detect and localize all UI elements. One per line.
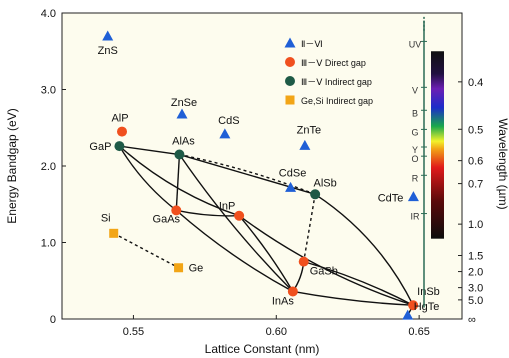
legend: Ⅱ－Ⅵ Ⅲ－Ⅴ Direct gap Ⅲ－Ⅴ Indirect gap Ge,Si I… bbox=[284, 37, 373, 106]
y-tick-label: 3.0 bbox=[41, 85, 56, 97]
label-si: Si bbox=[101, 212, 111, 224]
wavelength-tick-label: 3.0 bbox=[468, 283, 483, 295]
point-zns bbox=[102, 30, 114, 41]
point-cdse bbox=[285, 181, 297, 192]
legend-marker-1 bbox=[285, 57, 295, 67]
alloy-line-gaas-inp bbox=[176, 209, 240, 217]
y-axis-label: Energy Bandgap (eV) bbox=[5, 108, 19, 223]
point-hgte bbox=[402, 309, 414, 320]
spectrum-label: V bbox=[412, 85, 418, 95]
label-znse: ZnSe bbox=[171, 97, 197, 109]
spectrum-label: UV bbox=[409, 39, 422, 49]
wavelength-tick-label: ∞ bbox=[468, 314, 476, 326]
y-tick-label: 0 bbox=[50, 314, 56, 326]
y-tick-label: 2.0 bbox=[41, 161, 56, 173]
label-ge: Ge bbox=[189, 263, 204, 275]
alloy-line-inp-inas bbox=[238, 215, 294, 292]
point-inp bbox=[234, 210, 245, 221]
point-cds bbox=[219, 128, 231, 139]
label-cds: CdS bbox=[218, 115, 239, 127]
alloy-line-gasb-insb bbox=[303, 260, 414, 306]
label-gap: GaP bbox=[89, 141, 111, 153]
alloy-line-alas-alsb bbox=[179, 153, 316, 195]
point-insb bbox=[408, 300, 419, 311]
alloy-line-gap-gaas bbox=[118, 145, 177, 211]
label-inas: InAs bbox=[272, 295, 295, 307]
alloy-line-inas-insb bbox=[292, 290, 414, 306]
label-alp: AlP bbox=[111, 113, 128, 125]
legend-label: Ⅲ－Ⅴ Indirect gap bbox=[301, 77, 372, 87]
spectrum-gradient bbox=[431, 51, 444, 239]
wavelength-tick-label: 1.0 bbox=[468, 219, 483, 231]
legend-label: Ⅱ－Ⅵ bbox=[301, 39, 323, 49]
data-points bbox=[102, 30, 419, 320]
legend-marker-0 bbox=[284, 37, 296, 48]
y-tick-label: 4.0 bbox=[41, 8, 56, 20]
axes: 0.55 0.60 0.65 0 1.0 2.0 3.0 4.0 0.4 0.5 0.6 0.7 1.0… bbox=[41, 8, 484, 338]
point-inas bbox=[287, 286, 298, 297]
alloy-line-alsb-insb bbox=[314, 193, 414, 306]
x-tick-label: 0.60 bbox=[266, 326, 287, 338]
spectrum-label: G bbox=[411, 127, 418, 137]
label-hgte: HgTe bbox=[414, 301, 440, 313]
point-alp bbox=[117, 126, 127, 137]
point-labels: ZnS ZnSe CdS ZnTe CdSe CdTe HgTe AlP GaAs InP GaSb… bbox=[89, 45, 439, 313]
y-tick-label: 1.0 bbox=[41, 238, 56, 250]
spectrum-label: R bbox=[412, 173, 419, 183]
wavelength-tick-label: 0.7 bbox=[468, 179, 483, 191]
alloy-line-gap-alas bbox=[119, 145, 180, 156]
point-cdte bbox=[407, 191, 419, 202]
alloy-line-alas-inas bbox=[178, 154, 294, 292]
spectrum-label: Y bbox=[412, 145, 418, 155]
point-alsb bbox=[310, 189, 321, 200]
x-axis-label: Lattice Constant (nm) bbox=[205, 342, 320, 356]
legend-marker-2 bbox=[285, 76, 295, 86]
alloy-dashed-alsb-gasb bbox=[303, 194, 316, 262]
point-znte bbox=[299, 139, 311, 150]
wavelength-tick-label: 0.5 bbox=[468, 124, 483, 136]
point-znse bbox=[176, 108, 188, 119]
label-cdse: CdSe bbox=[279, 167, 307, 179]
plot-background bbox=[61, 12, 463, 320]
x-tick-label: 0.55 bbox=[123, 326, 144, 338]
wavelength-tick-label: 1.5 bbox=[468, 251, 483, 263]
spectrum-label: O bbox=[411, 154, 418, 164]
wavelength-tick-label: 5.0 bbox=[468, 295, 483, 307]
wavelength-tick-label: 0.6 bbox=[468, 156, 483, 168]
label-alsb: AlSb bbox=[314, 177, 337, 189]
spectrum-label: IR bbox=[411, 212, 421, 222]
point-gasb bbox=[298, 256, 309, 267]
label-gasb: GaSb bbox=[310, 266, 338, 278]
point-ge bbox=[174, 263, 184, 273]
wavelength-tick-label: 0.4 bbox=[468, 77, 483, 89]
label-cdte: CdTe bbox=[378, 193, 404, 205]
alloy-line-gap-inp bbox=[118, 145, 240, 217]
alloy-curves bbox=[113, 145, 414, 316]
wavelength-axis-label: Wavelength (µm) bbox=[496, 118, 509, 209]
label-inp: InP bbox=[219, 201, 236, 213]
legend-label: Ge,Si Indirect gap bbox=[301, 96, 373, 106]
x-tick-label: 0.65 bbox=[408, 326, 429, 338]
spectrum-label: B bbox=[412, 108, 418, 118]
label-zns: ZnS bbox=[98, 45, 118, 57]
label-znte: ZnTe bbox=[297, 124, 321, 136]
label-gaas: GaAs bbox=[153, 213, 181, 225]
point-gap bbox=[114, 141, 125, 152]
point-alas bbox=[174, 149, 185, 160]
label-insb: InSb bbox=[417, 286, 440, 298]
label-alas: AlAs bbox=[172, 136, 195, 148]
alloy-line-gaas-inas bbox=[175, 209, 294, 293]
wavelength-tick-label: 2.0 bbox=[468, 267, 483, 279]
legend-marker-3 bbox=[285, 95, 295, 105]
point-gaas bbox=[171, 205, 182, 216]
legend-label: Ⅲ－Ⅴ Direct gap bbox=[301, 58, 366, 68]
alloy-dashed-si-ge bbox=[113, 232, 179, 269]
point-si bbox=[109, 228, 119, 238]
